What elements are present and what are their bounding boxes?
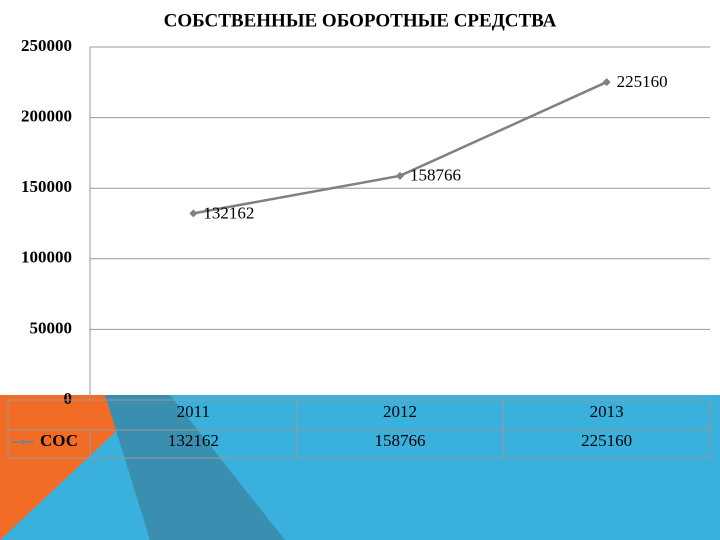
y-tick-label: 100000 (21, 248, 72, 267)
legend-marker (20, 439, 26, 445)
y-tick-label: 0 (64, 389, 73, 408)
point-marker (602, 78, 611, 87)
x-tick-label: 2011 (177, 402, 210, 421)
y-tick-label: 200000 (21, 107, 72, 126)
decor-dark (105, 395, 285, 540)
legend-label: СОС (40, 431, 78, 450)
x-tick-label: 2013 (590, 402, 624, 421)
point-marker (396, 171, 404, 180)
table-value: 158766 (375, 431, 426, 450)
table-value: 132162 (168, 431, 219, 450)
table-value: 225160 (581, 431, 632, 450)
data-label: 132162 (203, 203, 254, 222)
y-tick-label: 150000 (21, 177, 72, 196)
chart-title: СОБСТВЕННЫЕ ОБОРОТНЫЕ СРЕДСТВА (164, 10, 557, 31)
x-tick-label: 2012 (383, 402, 417, 421)
y-tick-label: 250000 (21, 36, 72, 55)
point-marker (189, 209, 198, 218)
y-tick-label: 50000 (30, 318, 73, 337)
data-table-frame (7, 399, 711, 459)
data-label: 158766 (410, 166, 461, 185)
data-label: 225160 (617, 72, 668, 91)
